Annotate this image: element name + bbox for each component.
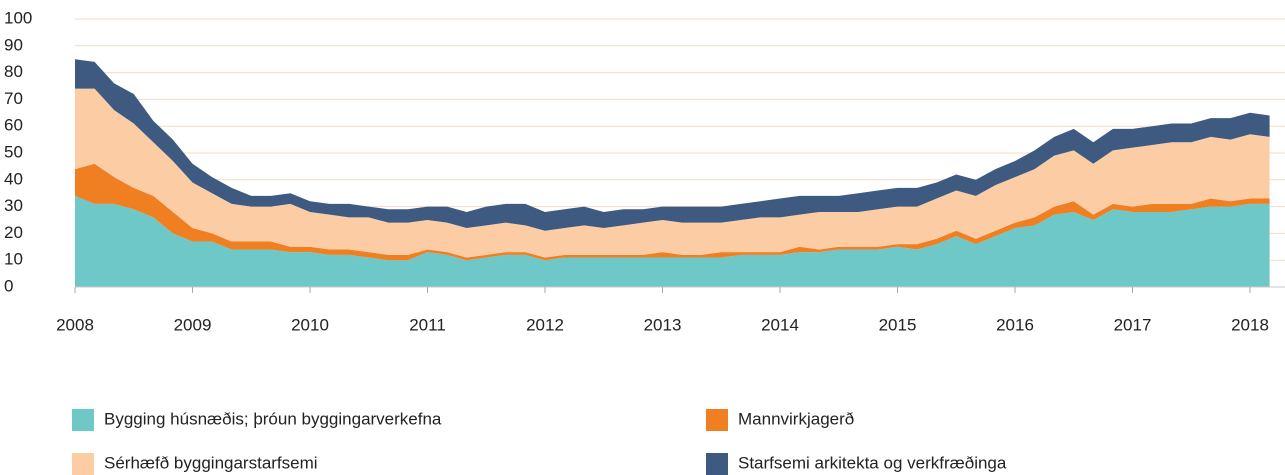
y-tick-label: 60: [4, 116, 23, 135]
x-tick-label: 2010: [291, 315, 329, 334]
area: [75, 195, 1270, 287]
legend-label: Starfsemi arkitekta og verkfræðinga: [738, 453, 1007, 472]
x-tick-label: 2008: [56, 315, 94, 334]
area: [75, 88, 1270, 258]
y-tick-label: 10: [4, 250, 23, 269]
x-tick-label: 2012: [526, 315, 564, 334]
y-tick-label: 80: [4, 62, 23, 81]
x-tick-label: 2015: [879, 315, 917, 334]
area: [75, 59, 1270, 231]
y-tick-label: 100: [4, 8, 32, 27]
y-tick-label: 30: [4, 196, 23, 215]
legend-swatch: [706, 453, 728, 475]
y-tick-label: 70: [4, 89, 23, 108]
legend-swatch: [72, 409, 94, 431]
y-tick-label: 20: [4, 223, 23, 242]
x-tick-label: 2017: [1114, 315, 1152, 334]
legend-label: Sérhæfð byggingarstarfsemi: [104, 453, 318, 472]
y-tick-label: 90: [4, 35, 23, 54]
y-tick-label: 0: [4, 276, 13, 295]
x-tick-label: 2009: [174, 315, 212, 334]
legend-swatch: [706, 409, 728, 431]
legend-label: Mannvirkjagerð: [738, 409, 854, 428]
legend-label: Bygging húsnæðis; þróun byggingarverkefn…: [104, 409, 442, 428]
x-tick-label: 2016: [996, 315, 1034, 334]
x-tick-label: 2011: [409, 315, 446, 334]
legend-swatch: [72, 453, 94, 475]
x-tick-label: 2013: [644, 315, 682, 334]
x-tick-label: 2018: [1231, 315, 1269, 334]
y-tick-label: 50: [4, 142, 23, 161]
x-tick-label: 2014: [761, 315, 799, 334]
y-tick-label: 40: [4, 169, 23, 188]
